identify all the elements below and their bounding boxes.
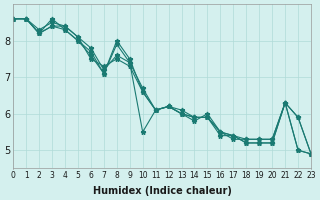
X-axis label: Humidex (Indice chaleur): Humidex (Indice chaleur) [93, 186, 232, 196]
